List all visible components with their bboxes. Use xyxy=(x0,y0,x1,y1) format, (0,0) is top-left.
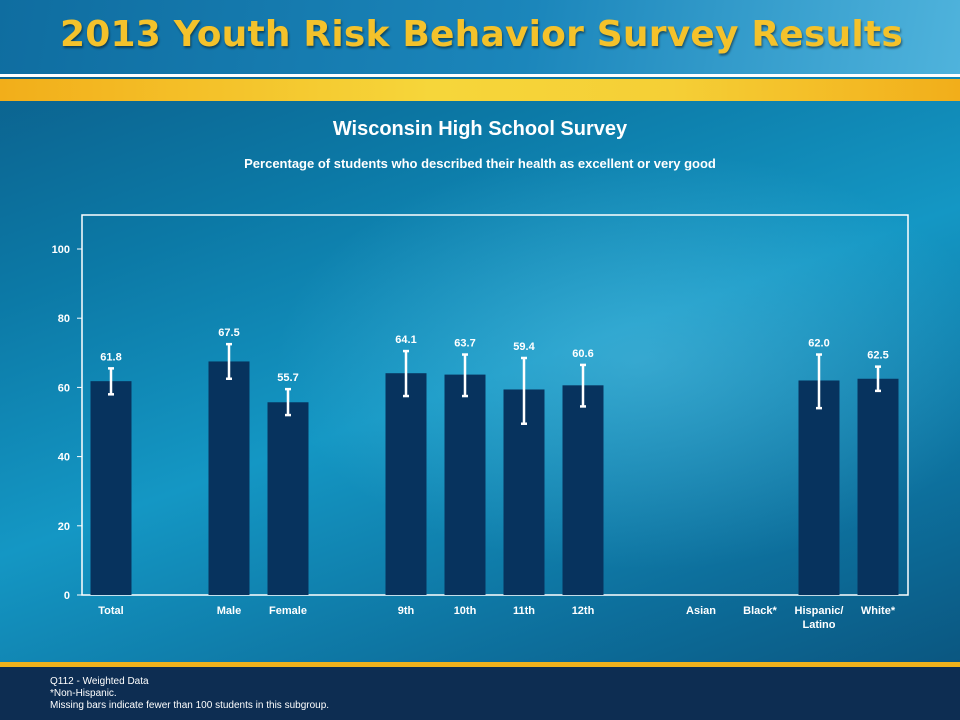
data-label: 60.6 xyxy=(572,348,593,360)
data-label: 63.7 xyxy=(454,338,475,350)
bar xyxy=(385,373,427,595)
bar xyxy=(798,380,840,595)
y-tick-label: 80 xyxy=(58,313,70,325)
data-label: 61.8 xyxy=(100,351,121,363)
x-tick-label: 12th xyxy=(572,605,595,617)
x-tick-label: 11th xyxy=(513,605,535,617)
data-label: 67.5 xyxy=(218,327,239,339)
bar xyxy=(562,385,604,595)
footer-question-note: Q112 - Weighted Data xyxy=(50,676,149,687)
plot-frame xyxy=(81,214,909,596)
x-tick-label: White* xyxy=(861,605,896,617)
banner-title: 2013 Youth Risk Behavior Survey Results xyxy=(60,14,903,55)
y-tick-label: 60 xyxy=(58,382,70,394)
data-label: 62.5 xyxy=(867,350,888,362)
x-tick-label: Hispanic/ xyxy=(795,605,844,617)
header-rule-gold xyxy=(0,79,960,101)
data-label: 55.7 xyxy=(277,372,298,384)
x-tick-label: 9th xyxy=(398,605,415,617)
chart-title: Wisconsin High School Survey xyxy=(332,118,628,140)
bar xyxy=(444,374,486,595)
data-label: 59.4 xyxy=(513,341,535,353)
footer-missing-bars-note: Missing bars indicate fewer than 100 stu… xyxy=(50,700,330,711)
footer: Q112 - Weighted Data *Non-Hispanic. Miss… xyxy=(0,662,960,720)
y-tick-label: 100 xyxy=(52,244,70,256)
data-label: 64.1 xyxy=(395,334,416,346)
x-tick-label: Asian xyxy=(686,605,716,617)
x-tick-label: Black* xyxy=(743,605,777,617)
bar xyxy=(90,381,132,595)
chart-subtitle: Percentage of students who described the… xyxy=(244,156,716,171)
bar xyxy=(857,378,899,595)
bar-chart: 0 20 40 60 80 100 61.8 Total 67.5 Male 55.7 Female 6… xyxy=(52,214,909,631)
x-tick-label: Total xyxy=(98,605,123,617)
y-tick-label: 0 xyxy=(64,590,70,602)
bar xyxy=(208,361,250,595)
x-tick-label: Male xyxy=(217,605,241,617)
header-band: 2013 Youth Risk Behavior Survey Results xyxy=(0,0,960,74)
y-tick-label: 20 xyxy=(58,521,70,533)
x-tick-label: Latino xyxy=(803,619,836,631)
x-tick-label: Female xyxy=(269,605,307,617)
data-label: 62.0 xyxy=(808,338,829,350)
bar xyxy=(267,402,309,595)
y-tick-label: 40 xyxy=(58,452,70,464)
footer-nonhispanic-note: *Non-Hispanic. xyxy=(50,688,117,699)
header-rule-white xyxy=(0,74,960,77)
x-tick-label: 10th xyxy=(454,605,477,617)
